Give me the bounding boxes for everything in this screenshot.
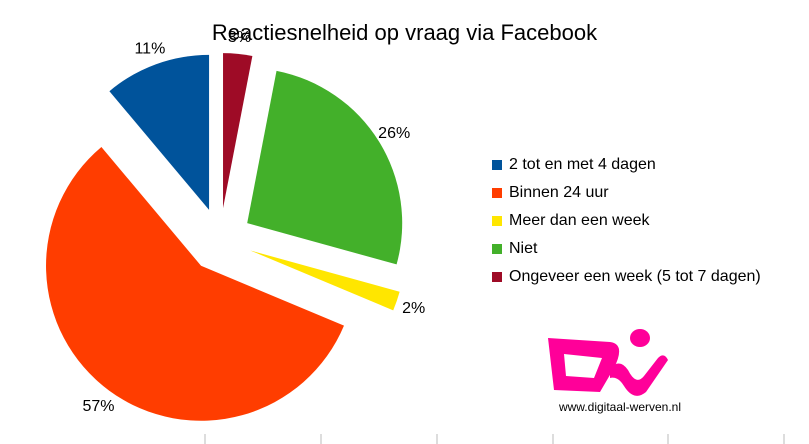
pie-value-label: 26%: [378, 125, 410, 142]
digitaal-werven-logo: www.digitaal-werven.nl: [540, 318, 700, 418]
legend-swatch: [492, 216, 502, 226]
pie-slice-meer-dan-een-week: [250, 250, 400, 311]
pie-slice-niet: [247, 70, 403, 265]
legend-swatch: [492, 272, 502, 282]
legend-swatch: [492, 160, 502, 170]
legend-label: Niet: [509, 240, 538, 257]
legend-swatch: [492, 244, 502, 254]
pie-value-label: 57%: [82, 398, 114, 415]
chart-legend: 2 tot en met 4 dagen Binnen 24 uur Meer da…: [492, 151, 761, 291]
pie-value-label: 11%: [134, 40, 165, 57]
pie-value-label: 3%: [228, 29, 251, 46]
pie-slice-binnen-24-uur: [46, 147, 344, 421]
legend-label: 2 tot en met 4 dagen: [509, 156, 656, 173]
legend-item: 2 tot en met 4 dagen: [492, 151, 761, 179]
logo-dot: [630, 329, 650, 347]
pie-slices: [46, 53, 403, 421]
legend-label: Binnen 24 uur: [509, 184, 609, 201]
legend-label: Ongeveer een week (5 tot 7 dagen): [509, 268, 761, 285]
legend-item: Ongeveer een week (5 tot 7 dagen): [492, 263, 761, 291]
legend-item: Niet: [492, 235, 761, 263]
legend-item: Meer dan een week: [492, 207, 761, 235]
legend-label: Meer dan een week: [509, 212, 650, 229]
pie-slice-ongeveer-een-week-5-tot-7-dagen: [223, 53, 253, 209]
chart-title: Reactiesnelheid op vraag via Facebook: [211, 20, 598, 45]
legend-item: Binnen 24 uur: [492, 179, 761, 207]
pie-value-label: 2%: [402, 300, 425, 317]
di-logo-icon: [548, 329, 668, 396]
logo-letter-i: [610, 355, 668, 396]
legend-swatch: [492, 188, 502, 198]
logo-letter-d: [548, 338, 620, 392]
logo-url: www.digitaal-werven.nl: [558, 400, 682, 414]
bottom-tick-marks: [204, 434, 785, 444]
pie-slice-2-tot-en-met-4-dagen: [109, 54, 210, 210]
pie-value-labels: 3% 26% 2% 57% 11%: [82, 29, 425, 415]
